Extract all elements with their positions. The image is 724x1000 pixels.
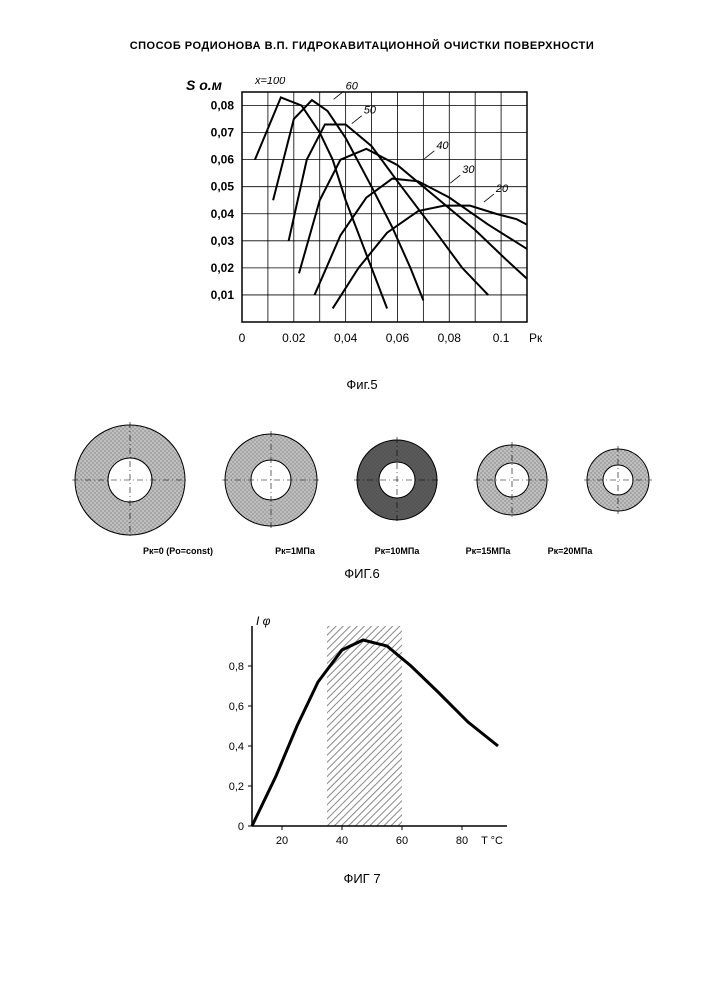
ring-label: Pк=15МПа (450, 546, 526, 556)
figure-6: Pк=0 (Po=const) Pк=1МПа Pк=10МПа Pк=15МПа Pк… (60, 422, 664, 581)
svg-text:T °С: T °С (481, 835, 503, 847)
svg-text:S о.м: S о.м (186, 77, 223, 93)
svg-text:0,08: 0,08 (438, 331, 462, 345)
svg-text:20: 20 (495, 183, 509, 195)
svg-text:0,6: 0,6 (229, 701, 244, 713)
svg-text:60: 60 (396, 835, 408, 847)
ring-icon (584, 446, 652, 514)
svg-text:0,03: 0,03 (211, 234, 235, 248)
svg-text:0,05: 0,05 (211, 180, 235, 194)
svg-text:20: 20 (276, 835, 288, 847)
svg-text:40: 40 (336, 835, 348, 847)
figure-5: 0,01 0,02 0,03 0,04 0,05 0,06 0,07 0,08 0 0.02 0,0… (60, 77, 664, 392)
svg-text:0.02: 0.02 (282, 331, 306, 345)
svg-text:0,01: 0,01 (211, 288, 235, 302)
svg-text:0,02: 0,02 (211, 261, 235, 275)
svg-text:0,4: 0,4 (229, 741, 244, 753)
ring-icon (222, 431, 320, 529)
svg-text:0,04: 0,04 (211, 207, 235, 221)
svg-text:80: 80 (456, 835, 468, 847)
svg-text:0.1: 0.1 (493, 331, 510, 345)
svg-text:I φ: I φ (256, 614, 271, 628)
ring-label: Pк=0 (Po=const) (120, 546, 236, 556)
chart-fig7: 0 0,2 0,4 0,6 0,8 20 40 60 80 I φ T °С (202, 611, 522, 861)
ring-label: Pк=20МПа (536, 546, 604, 556)
svg-text:0: 0 (238, 821, 244, 833)
chart-fig5: 0,01 0,02 0,03 0,04 0,05 0,06 0,07 0,08 0 0.02 0,0… (182, 77, 542, 367)
figure-7: 0 0,2 0,4 0,6 0,8 20 40 60 80 I φ T °С ФИГ 7 (60, 611, 664, 886)
svg-text:50: 50 (364, 105, 377, 117)
svg-text:0,06: 0,06 (386, 331, 410, 345)
page-title: СПОСОБ РОДИОНОВА В.П. ГИДРОКАВИТАЦИОННОЙ… (60, 40, 664, 52)
svg-text:0,8: 0,8 (229, 661, 244, 673)
svg-text:0,2: 0,2 (229, 781, 244, 793)
ring-label: Pк=1МПа (246, 546, 344, 556)
svg-text:0,06: 0,06 (211, 153, 235, 167)
svg-text:0,07: 0,07 (211, 126, 235, 140)
ring-icon (354, 437, 440, 523)
fig5-label: Фиг.5 (60, 377, 664, 392)
svg-text:Pк/P₀: Pк/P₀ (529, 331, 542, 345)
fig7-label: ФИГ 7 (60, 871, 664, 886)
ring-row (60, 422, 664, 538)
svg-text:30: 30 (462, 164, 475, 176)
svg-text:60: 60 (346, 80, 359, 92)
svg-text:0: 0 (239, 331, 246, 345)
fig6-label: ФИГ.6 (60, 566, 664, 581)
svg-text:x̄=100: x̄=100 (254, 77, 286, 87)
ring-icon (72, 422, 188, 538)
svg-text:0,04: 0,04 (334, 331, 358, 345)
svg-text:40: 40 (436, 140, 449, 152)
ring-label: Pк=10МПа (354, 546, 440, 556)
svg-text:0,08: 0,08 (211, 99, 235, 113)
ring-icon (474, 442, 550, 518)
ring-labels: Pк=0 (Po=const) Pк=1МПа Pк=10МПа Pк=15МПа Pк… (60, 546, 664, 556)
